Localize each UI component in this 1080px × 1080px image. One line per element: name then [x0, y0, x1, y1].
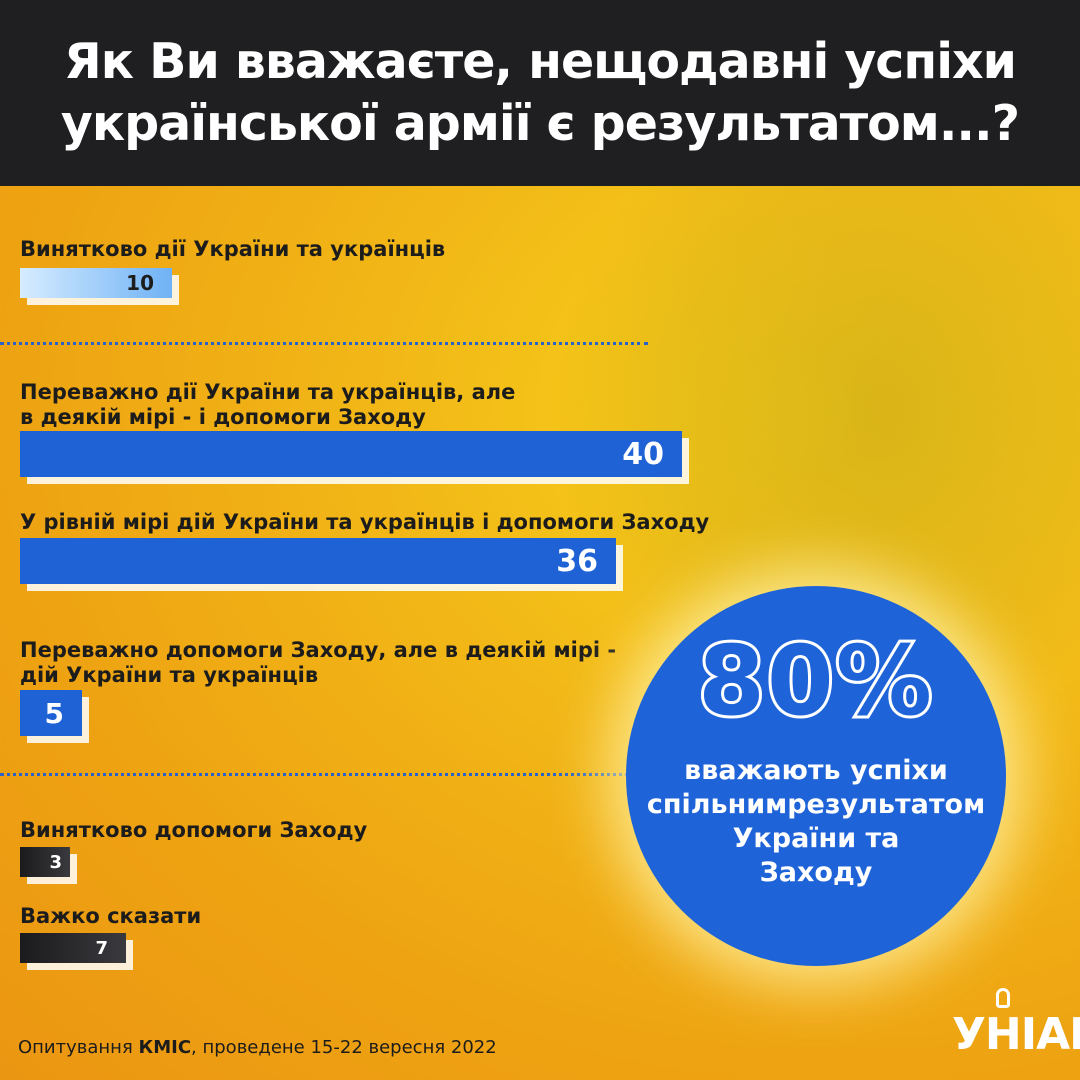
- title-line-1: Як Ви вважаєте, нещодавні успіхи: [64, 33, 1017, 90]
- bar-value-label-3: 36: [556, 543, 598, 579]
- microphone-icon: [996, 988, 1010, 1008]
- bar-3: 36: [20, 538, 616, 584]
- header: Як Ви вважаєте, нещодавні успіхи українс…: [0, 0, 1080, 186]
- bar-6: 7: [20, 933, 126, 963]
- bar-label-2-line-1: Переважно дії України та українців, але: [20, 380, 516, 404]
- bar-value-label-6: 7: [95, 937, 108, 959]
- unian-logo: УНІАН: [952, 988, 1080, 1064]
- logo-text: УНІАН: [952, 1009, 1080, 1060]
- bar-label-2: Переважно дії України та українців, але в…: [20, 380, 515, 430]
- highlight-caption-line-4: Заходу: [759, 857, 873, 888]
- bar-label-2-line-2: в деякій мірі - і допомоги Заходу: [20, 405, 426, 429]
- section-divider-bottom: [0, 773, 648, 776]
- bar-5: 3: [20, 847, 70, 877]
- highlight-caption: вважають успіхи спільнимрезультатом Укра…: [646, 754, 986, 890]
- bar-label-4: Переважно допомоги Заходу, але в деякій …: [20, 638, 616, 688]
- bar-value-label-2: 40: [622, 436, 664, 472]
- source-footer: Опитування КМІС, проведене 15-22 вересня…: [18, 1037, 497, 1058]
- bar-4: 5: [20, 690, 82, 736]
- bar-label-4-line-2: дій України та українців: [20, 663, 319, 687]
- highlight-circle: 80% вважають успіхи спільнимрезультатом …: [626, 586, 1006, 966]
- bar-value-label-4: 5: [44, 696, 64, 730]
- bar-value-label-1: 10: [126, 271, 154, 295]
- highlight-caption-line-2: спільнимрезультатом: [646, 789, 986, 820]
- bar-2: 40: [20, 431, 682, 477]
- bar-label-6-line-1: Важко сказати: [20, 904, 202, 928]
- bar-1: 10: [20, 268, 172, 298]
- bar-label-3-line-1: У рівній мірі дій України та українців і…: [20, 510, 710, 534]
- footer-suffix: , проведене 15-22 вересня 2022: [191, 1037, 497, 1058]
- highlight-caption-line-3: України та: [732, 823, 900, 854]
- bar-label-6: Важко сказати: [20, 904, 201, 929]
- title-line-2: української армії є результатом...?: [60, 95, 1020, 152]
- highlight-caption-line-1: вважають успіхи: [684, 755, 948, 786]
- bar-value-label-5: 3: [49, 851, 62, 873]
- bar-label-1-line-1: Винятково дії України та українців: [20, 237, 446, 261]
- footer-org: КМІС: [138, 1037, 192, 1058]
- section-divider-top: [0, 342, 648, 345]
- bar-label-3: У рівній мірі дій України та українців і…: [20, 510, 709, 535]
- bar-label-1: Винятково дії України та українців: [20, 237, 445, 262]
- footer-prefix: Опитування: [18, 1037, 139, 1058]
- bar-label-5: Винятково допомоги Заходу: [20, 818, 367, 843]
- highlight-percent: 80%: [695, 623, 935, 739]
- bar-label-4-line-1: Переважно допомоги Заходу, але в деякій …: [20, 638, 617, 662]
- bar-label-5-line-1: Винятково допомоги Заходу: [20, 818, 368, 842]
